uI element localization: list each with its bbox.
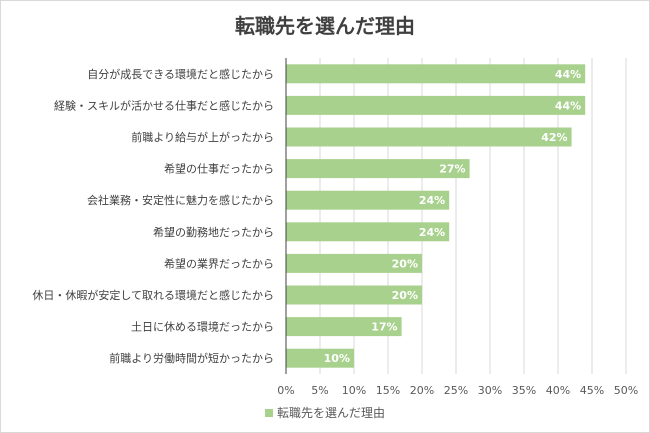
category-label: 会社業務・安定性に魅力を感じたから	[87, 193, 274, 207]
bar	[286, 95, 586, 115]
bar	[286, 285, 422, 305]
category-label: 前職より給与が上がったから	[131, 130, 274, 144]
data-label: 24%	[419, 194, 445, 207]
bar	[286, 127, 572, 147]
x-tick-label: 50%	[614, 384, 638, 397]
category-label: 前職より労働時間が短かったから	[109, 351, 274, 365]
legend-label: 転職先を選んだ理由	[276, 406, 385, 420]
x-tick-label: 15%	[376, 384, 400, 397]
category-label: 自分が成長できる環境だと感じたから	[87, 67, 274, 81]
data-label: 20%	[392, 289, 418, 302]
x-tick-label: 25%	[444, 384, 468, 397]
bar	[286, 348, 354, 368]
legend: 転職先を選んだ理由	[0, 404, 650, 421]
data-label: 42%	[541, 131, 567, 144]
category-label: 希望の仕事だったから	[164, 162, 274, 176]
chart-title: 転職先を選んだ理由	[235, 14, 415, 38]
category-label: 土日に休める環境だったから	[131, 320, 274, 334]
x-tick-label: 45%	[580, 384, 604, 397]
data-label: 44%	[555, 68, 581, 81]
x-tick-label: 30%	[478, 384, 502, 397]
data-label: 10%	[324, 352, 350, 365]
bar	[286, 159, 470, 179]
x-tick-label: 0%	[277, 384, 294, 397]
category-label: 経験・スキルが活かせる仕事だと感じたから	[54, 98, 274, 112]
data-label: 27%	[439, 163, 465, 176]
x-tick-label: 5%	[311, 384, 328, 397]
bar	[286, 253, 422, 273]
data-label: 44%	[555, 99, 581, 112]
bar	[286, 317, 402, 337]
bar	[286, 190, 450, 210]
bar	[286, 64, 586, 84]
x-tick-label: 20%	[410, 384, 434, 397]
data-label: 17%	[371, 321, 397, 334]
x-tick-label: 35%	[512, 384, 536, 397]
bar	[286, 222, 450, 242]
x-tick-label: 40%	[546, 384, 570, 397]
data-label: 20%	[392, 257, 418, 270]
data-label: 24%	[419, 226, 445, 239]
category-label: 希望の業界だったから	[164, 256, 274, 270]
category-label: 希望の勤務地だったから	[153, 225, 274, 239]
category-label: 休日・休暇が安定して取れる環境だと感じたから	[32, 288, 274, 302]
x-tick-label: 10%	[342, 384, 366, 397]
legend-swatch	[264, 408, 273, 417]
